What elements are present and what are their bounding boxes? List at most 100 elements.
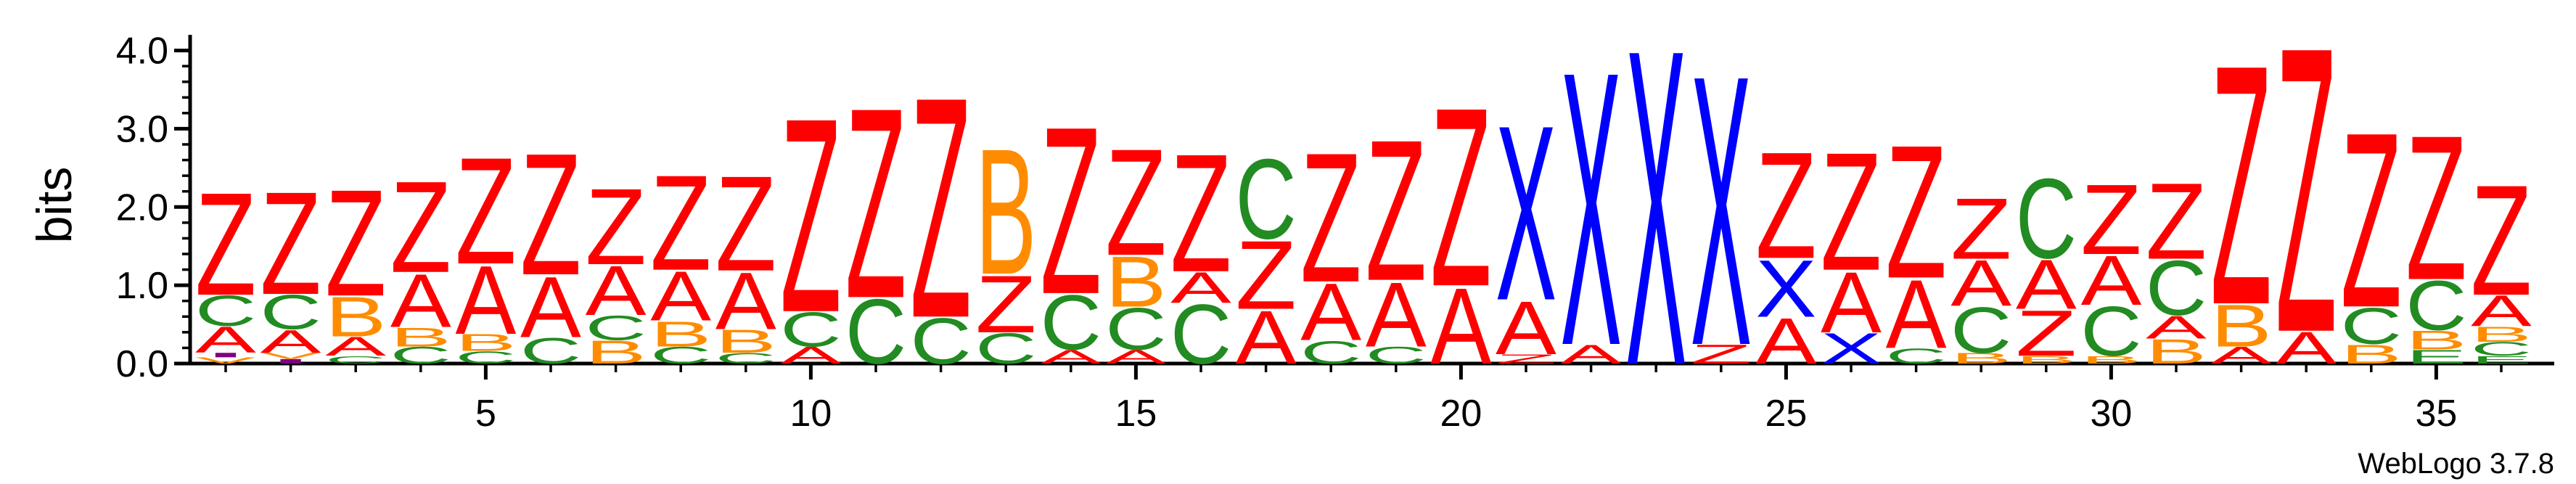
glyph-v: V: [261, 351, 321, 361]
glyph-c: C: [780, 303, 841, 357]
glyph-i: I: [260, 358, 321, 365]
glyph-a: A: [2471, 287, 2532, 335]
glyph-x: X: [1625, 0, 1686, 460]
y-tick-label: 1.0: [116, 265, 168, 307]
glyph-z: Z: [1691, 340, 1752, 369]
glyph-a: A: [1366, 263, 1427, 366]
glyph-b: B: [2080, 354, 2141, 366]
glyph-c: C: [1170, 287, 1231, 382]
x-tick-label: 35: [2415, 393, 2457, 435]
glyph-a: A: [1170, 263, 1231, 312]
glyph-c: C: [910, 305, 971, 378]
glyph-c: C: [975, 324, 1036, 373]
weblogo-version-label: WebLogo 3.7.8: [2358, 448, 2554, 480]
glyph-c: C: [195, 287, 256, 335]
glyph-a: A: [1755, 305, 1816, 377]
glyph-z: Z: [585, 166, 646, 287]
glyph-a: A: [1821, 255, 1882, 352]
glyph-e: E: [2471, 354, 2532, 366]
glyph-z: Z: [715, 147, 776, 300]
glyph-b: B: [2405, 325, 2466, 356]
glyph-a: A: [455, 245, 516, 355]
glyph-c: C: [2080, 292, 2141, 371]
glyph-c: C: [390, 342, 451, 369]
glyph-z: Z: [2080, 164, 2141, 276]
glyph-z: Z: [455, 126, 516, 296]
glyph-a: A: [520, 259, 581, 356]
glyph-c: C: [325, 353, 386, 366]
glyph-b: B: [390, 322, 451, 353]
glyph-z: Z: [390, 154, 451, 300]
glyph-a: A: [1886, 259, 1947, 369]
y-tick-label: 2.0: [116, 186, 168, 229]
glyph-b: B: [2016, 354, 2077, 366]
glyph-z: Z: [2210, 0, 2271, 376]
glyph-c: C: [1300, 334, 1361, 370]
glyph-b: B: [715, 324, 776, 360]
glyph-z: Z: [520, 118, 581, 311]
glyph-b: B: [1951, 350, 2011, 366]
glyph-z: Z: [1496, 352, 1556, 366]
glyph-z: Z: [780, 60, 841, 370]
glyph-c: C: [520, 330, 581, 372]
glyph-b: B: [325, 285, 386, 348]
glyph-a: A: [1951, 247, 2011, 320]
glyph-z: Z: [650, 147, 711, 299]
glyph-c: C: [2016, 156, 2077, 283]
x-tick-label: 10: [789, 393, 832, 435]
glyph-z: Z: [1235, 221, 1296, 329]
glyph-c: C: [1105, 296, 1166, 362]
glyph-a: A: [1105, 346, 1166, 368]
y-tick-label: 0.0: [116, 343, 168, 385]
glyph-a: A: [1430, 266, 1491, 387]
glyph-b: B: [455, 329, 516, 356]
glyph-e: E: [2405, 346, 2466, 368]
glyph-z: Z: [2405, 94, 2466, 324]
glyph-z: Z: [1105, 117, 1166, 287]
glyph-b: B: [2471, 322, 2532, 346]
glyph-b: B: [650, 314, 711, 354]
glyph-z: Z: [2016, 297, 2077, 369]
glyph-z: Z: [2471, 152, 2532, 329]
glyph-c: C: [260, 285, 321, 340]
glyph-b: B: [975, 111, 1036, 312]
glyph-c: C: [2341, 297, 2402, 356]
glyph-a: A: [1041, 346, 1102, 368]
glyph-a: A: [261, 323, 321, 359]
y-axis-label: bits: [27, 167, 82, 244]
glyph-a: A: [650, 256, 711, 335]
glyph-a: A: [390, 258, 451, 343]
x-tick-label: 15: [1115, 393, 1157, 435]
glyph-b: B: [1105, 242, 1166, 322]
glyph-c: C: [2146, 244, 2207, 332]
glyph-x: X: [1821, 324, 1882, 372]
glyph-c: C: [1885, 344, 1946, 368]
glyph-c: C: [1951, 295, 2011, 367]
glyph-v: V: [195, 356, 256, 365]
y-tick-label: 3.0: [116, 108, 168, 150]
x-tick-label: 25: [1765, 393, 1807, 435]
glyph-z: Z: [1755, 120, 1816, 290]
glyph-a: A: [2276, 323, 2337, 374]
glyph-z: Z: [1821, 118, 1882, 305]
glyph-i: I: [195, 351, 256, 358]
x-ticks: 5 10 15 20 25 30 35: [224, 364, 2503, 435]
glyph-c: C: [845, 279, 906, 383]
glyph-b: B: [2146, 332, 2207, 371]
glyph-c: C: [455, 348, 516, 367]
glyph-c: C: [650, 342, 711, 369]
glyph-a: A: [780, 343, 842, 369]
glyph-a: A: [1496, 285, 1556, 371]
glyph-z: Z: [1430, 54, 1491, 340]
glyph-a: A: [586, 251, 647, 330]
y-ticks: 0.0 1.0 2.0 3.0 4.0: [116, 30, 190, 385]
glyph-a: A: [2080, 241, 2141, 320]
glyph-z: Z: [1170, 120, 1231, 308]
x-tick-label: 20: [1440, 393, 1482, 435]
glyph-a: A: [325, 331, 386, 361]
glyph-z: Z: [975, 258, 1036, 350]
glyph-a: A: [1236, 295, 1297, 380]
glyph-b: B: [2341, 339, 2402, 369]
glyph-z: Z: [195, 162, 256, 327]
